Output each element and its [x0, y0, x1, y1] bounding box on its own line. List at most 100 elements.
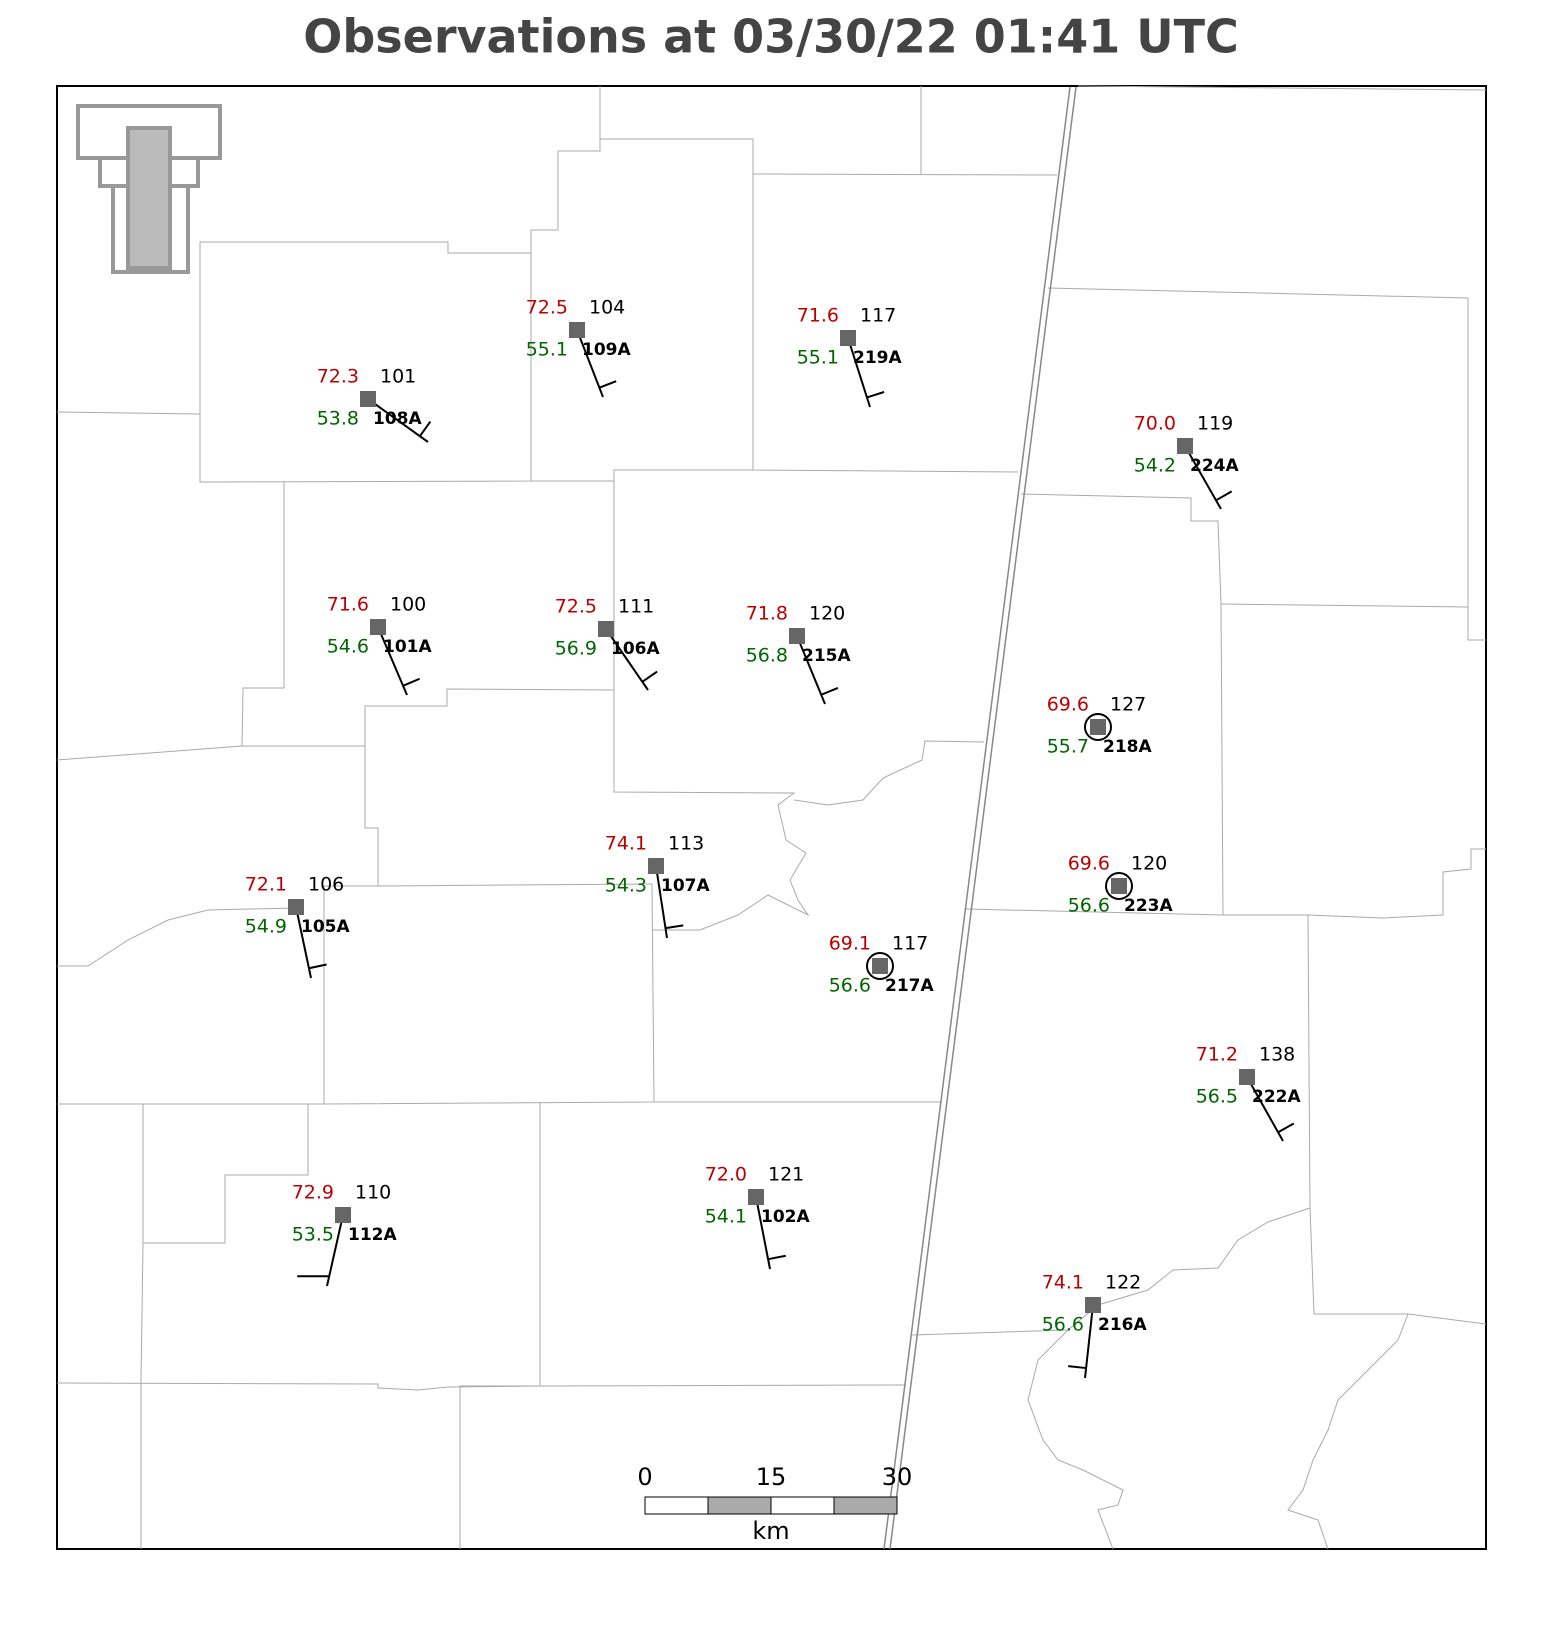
dewpoint: 56.5	[1196, 1086, 1238, 1108]
station-marker	[370, 619, 386, 635]
county-lines	[56, 85, 1487, 1550]
dewpoint: 55.7	[1047, 736, 1089, 758]
wind-barb	[847, 337, 871, 408]
station-id: 105A	[301, 917, 350, 937]
temperature: 71.6	[797, 305, 839, 327]
pressure: 101	[380, 366, 416, 388]
pressure: 121	[768, 1164, 804, 1186]
temperature: 69.1	[829, 933, 871, 955]
temperature: 72.5	[555, 596, 597, 618]
barb-tick	[1277, 1122, 1295, 1134]
temperature: 69.6	[1047, 694, 1089, 716]
temperature: 72.1	[245, 874, 287, 896]
station-id: 106A	[611, 639, 660, 659]
station-marker	[789, 628, 805, 644]
temperature: 72.5	[526, 297, 568, 319]
station-id: 222A	[1252, 1087, 1301, 1107]
barb-tick	[1215, 490, 1233, 502]
station-id: 112A	[348, 1225, 397, 1245]
temperature: 74.1	[1042, 1272, 1084, 1294]
pressure: 117	[892, 933, 928, 955]
station-id: 217A	[885, 976, 934, 996]
wind-barb	[377, 626, 408, 696]
dewpoint: 55.1	[526, 339, 568, 361]
barb-tick	[599, 380, 617, 389]
station-id: 215A	[802, 646, 851, 666]
wind-barb	[755, 1196, 771, 1270]
wind-barb	[326, 1214, 344, 1287]
barb-tick	[419, 420, 432, 437]
pressure: 113	[668, 833, 704, 855]
station-id: 102A	[761, 1207, 810, 1227]
station-marker	[360, 391, 376, 407]
pressure: 111	[618, 596, 654, 618]
stations: 72.3 101 53.8 108A 72.5 104 55.1 109A 71.6 117 55.…	[245, 297, 1301, 1379]
dewpoint: 54.6	[327, 636, 369, 658]
barb-tick	[820, 686, 839, 696]
station-id: 216A	[1098, 1315, 1147, 1335]
temperature: 71.6	[327, 594, 369, 616]
pressure: 119	[1197, 413, 1233, 435]
temperature: 72.9	[292, 1182, 334, 1204]
wind-barb	[367, 398, 429, 443]
frame	[56, 85, 1487, 1550]
temperature: 72.0	[705, 1164, 747, 1186]
station-id: 108A	[373, 409, 422, 429]
dewpoint: 53.5	[292, 1224, 334, 1246]
station-id: 107A	[661, 876, 710, 896]
station-marker	[840, 330, 856, 346]
logo	[76, 104, 222, 274]
scale-bar: 0 15 30 km	[637, 1463, 912, 1545]
pressure: 122	[1105, 1272, 1141, 1294]
station-marker	[1090, 719, 1106, 735]
wind-barb	[576, 329, 604, 398]
barb-tick	[641, 670, 658, 683]
station-marker	[569, 322, 585, 338]
dewpoint: 54.3	[605, 875, 647, 897]
pressure: 117	[860, 305, 896, 327]
barb-tick	[1068, 1365, 1087, 1370]
wind-barb	[295, 906, 312, 979]
dewpoint: 54.2	[1134, 455, 1176, 477]
temperature: 71.2	[1196, 1044, 1238, 1066]
barb-tick	[866, 391, 885, 399]
calm-circle	[1084, 713, 1112, 741]
station-id: 219A	[853, 348, 902, 368]
pressure: 106	[308, 874, 344, 896]
state-line	[883, 86, 1077, 1550]
barb-tick	[767, 1254, 786, 1261]
temperature: 70.0	[1134, 413, 1176, 435]
wind-barb	[1084, 1304, 1094, 1379]
pressure: 120	[809, 603, 845, 625]
station-id: 224A	[1190, 456, 1239, 476]
dewpoint: 54.9	[245, 916, 287, 938]
wind-barb	[1246, 1076, 1284, 1142]
title: Observations at 03/30/22 01:41 UTC	[303, 10, 1238, 64]
dewpoint: 56.8	[746, 645, 788, 667]
barb-tick	[402, 677, 421, 687]
station-marker	[1239, 1069, 1255, 1085]
wind-barb	[655, 865, 668, 939]
station-marker	[748, 1189, 764, 1205]
pressure: 100	[390, 594, 426, 616]
map-area: 72.3 101 53.8 108A 72.5 104 55.1 109A 71.6 117 55.…	[56, 85, 1487, 1550]
station-marker	[598, 621, 614, 637]
station-marker	[1177, 438, 1193, 454]
scale-label: 15	[756, 1463, 787, 1491]
dewpoint: 56.6	[829, 975, 871, 997]
station-id: 218A	[1103, 737, 1152, 757]
scale-label: 30	[882, 1463, 913, 1491]
scale-unit: km	[752, 1517, 789, 1545]
temperature: 69.6	[1068, 853, 1110, 875]
calm-circle	[1105, 872, 1133, 900]
pressure: 104	[589, 297, 625, 319]
scale-label: 0	[637, 1463, 652, 1491]
dewpoint: 54.1	[705, 1206, 747, 1228]
wind-barb	[605, 628, 649, 691]
pressure: 120	[1131, 853, 1167, 875]
station-marker	[288, 899, 304, 915]
pressure: 127	[1110, 694, 1146, 716]
pressure: 138	[1259, 1044, 1295, 1066]
